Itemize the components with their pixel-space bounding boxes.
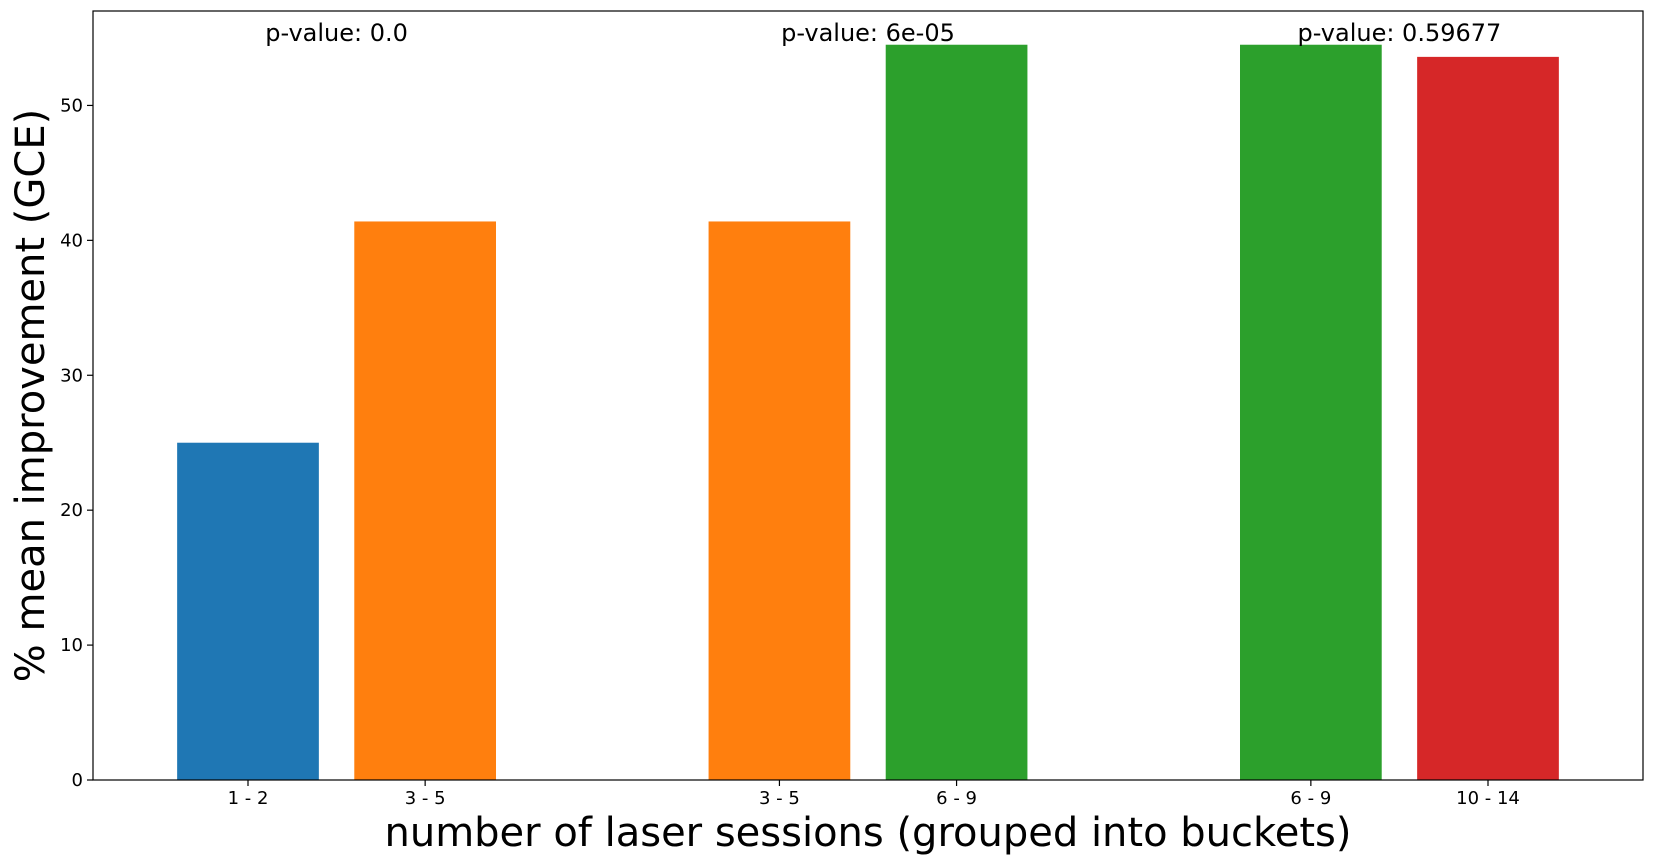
annotations-layer: p-value: 0.0 p-value: 6e-05 p-value: 0.596… [265, 19, 1501, 47]
x-tick-label-2: 3 - 5 [759, 788, 800, 809]
p-value-annotation-1: p-value: 6e-05 [781, 19, 955, 47]
x-tick-label-5: 10 - 14 [1456, 788, 1520, 809]
y-tick-label-3: 30 [60, 365, 83, 386]
x-tick-label-4: 6 - 9 [1290, 788, 1331, 809]
y-tick-label-2: 20 [60, 500, 83, 521]
x-tick-label-1: 3 - 5 [405, 788, 446, 809]
x-axis-title: number of laser sessions (grouped into b… [385, 810, 1352, 856]
bar-5 [1417, 56, 1559, 780]
y-axis-title: % mean improvement (GCE) [8, 109, 54, 682]
x-tick-label-0: 1 - 2 [228, 788, 269, 809]
x-tick-label-3: 6 - 9 [936, 788, 977, 809]
y-tick-label-0: 0 [72, 770, 83, 791]
bar-0 [177, 442, 319, 780]
bar-1 [354, 221, 496, 781]
ticks-layer: 1 - 2 3 - 5 3 - 5 6 - 9 6 - 9 10 - 14 0 10 20 30 4… [60, 95, 1520, 809]
y-tick-label-4: 40 [60, 230, 83, 251]
bars-layer [177, 44, 1559, 781]
bar-3 [885, 44, 1028, 780]
p-value-annotation-0: p-value: 0.0 [265, 19, 408, 47]
bar-2 [708, 221, 851, 781]
plot-frame [92, 10, 1644, 781]
y-tick-label-5: 50 [60, 95, 83, 116]
y-tick-label-1: 10 [60, 635, 83, 656]
p-value-annotation-2: p-value: 0.59677 [1298, 19, 1502, 47]
bar-4 [1240, 44, 1382, 780]
